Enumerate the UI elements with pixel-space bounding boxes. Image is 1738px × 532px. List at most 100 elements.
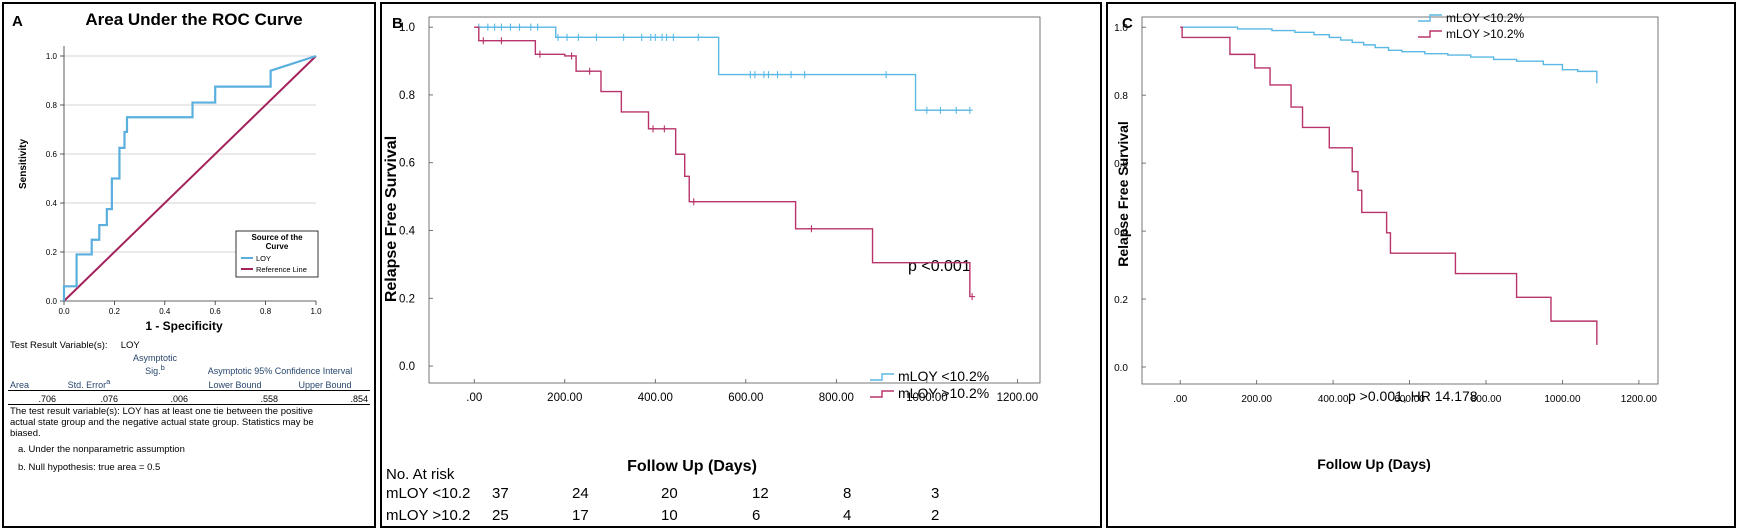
y-tick-label: 0.2 — [46, 248, 58, 257]
censor-mark — [801, 71, 808, 79]
x-axis-label-c: Follow Up (Days) — [1317, 456, 1431, 472]
value-lower-bound: .558 — [260, 393, 278, 404]
x-tick-label: 0.6 — [210, 307, 222, 316]
value-area: .706 — [38, 393, 56, 404]
y-tick-label: 0.6 — [399, 158, 415, 170]
panel-c: C Relapse Free Survival Follow Up (Days)… — [1106, 2, 1736, 528]
col-upper-bound: Upper Bound — [298, 379, 352, 390]
km-chart-c: C Relapse Free Survival Follow Up (Days)… — [1114, 11, 1659, 472]
col-lower-bound: Lower Bound — [208, 379, 262, 390]
km-b-curve-low — [474, 26, 970, 111]
y-tick-label: 0.8 — [1114, 91, 1128, 102]
x-tick-label: 0.0 — [58, 307, 70, 316]
censor-mark — [652, 33, 659, 41]
x-axis-label: 1 - Specificity — [145, 319, 223, 333]
note-line-2: actual state group and the negative actu… — [10, 417, 314, 428]
km-b-curve-high — [474, 26, 971, 297]
x-tick-label: 1200.00 — [997, 392, 1039, 404]
censor-mark — [507, 23, 514, 31]
censor-mark — [575, 33, 582, 41]
censor-mark — [923, 106, 930, 114]
panel-b: B Relapse Free Survival Follow Up (Days)… — [380, 2, 1102, 528]
x-tick-label: .00 — [1173, 394, 1187, 405]
censor-mark — [788, 71, 795, 79]
censor-mark — [670, 33, 677, 41]
test-result-line: Test Result Variable(s): LOY — [10, 340, 140, 351]
legend-b: mLOY <10.2% mLOY >10.2% — [870, 368, 989, 401]
reference-line — [63, 55, 317, 302]
y-axis-label: Sensitivity — [18, 139, 29, 189]
censor-mark — [808, 225, 815, 233]
censor-mark — [554, 33, 561, 41]
x-tick-label: 0.2 — [109, 307, 121, 316]
censor-mark — [536, 50, 543, 58]
censor-mark — [969, 293, 976, 301]
note-line-1: The test result variable(s): LOY has at … — [10, 406, 313, 417]
y-tick-label: 0.8 — [46, 101, 58, 110]
legend-item-low-b: mLOY <10.2% — [898, 368, 989, 384]
x-tick-label: 600.00 — [728, 392, 763, 404]
header-asymptotic-sig: Asymptotic Sig.b — [132, 353, 177, 376]
censor-mark — [564, 33, 571, 41]
plot-area-c: 0.0 0.2 0.4 0.6 0.8 1.0 .00 200.00 400.00 600.00 8… — [1114, 16, 1659, 405]
censor-mark — [593, 33, 600, 41]
y-tick-label: 0.0 — [46, 297, 58, 306]
y-tick-label: 0.2 — [399, 293, 415, 305]
legend-title-1: Source of the — [251, 233, 303, 242]
censor-mark — [953, 106, 960, 114]
y-tick-label: 0.0 — [399, 361, 415, 373]
legend-item-loy: LOY — [256, 254, 271, 263]
censor-mark — [690, 198, 697, 206]
x-tick-label: 0.4 — [159, 307, 171, 316]
censor-mark — [663, 33, 670, 41]
panel-a: A Area Under the ROC Curve Sensitivity 1… — [2, 2, 376, 528]
censor-mark — [534, 23, 541, 31]
roc-curve-loy — [62, 54, 317, 301]
censor-mark — [937, 106, 944, 114]
x-tick-label: 800.00 — [1471, 394, 1502, 405]
x-tick-label: 0.8 — [260, 307, 272, 316]
x-tick-label: 200.00 — [547, 392, 582, 404]
censor-mark — [774, 71, 781, 79]
legend-item-reference: Reference Line — [256, 265, 307, 274]
y-tick-label: 0.4 — [46, 199, 58, 208]
y-tick-label: 1.0 — [399, 22, 415, 34]
legend-swatch-high-b — [870, 390, 894, 398]
panel-label-a: A — [12, 13, 23, 30]
value-upper-bound: .854 — [350, 393, 368, 404]
x-tick-label: 1.0 — [310, 307, 322, 316]
value-std-error: .076 — [100, 393, 118, 404]
legend-swatch-high-c — [1418, 30, 1442, 38]
x-tick-label: 1200.00 — [1621, 394, 1658, 405]
censor-mark — [498, 23, 505, 31]
y-tick-label: 0.4 — [1114, 227, 1128, 238]
y-tick-label: 0.4 — [399, 226, 416, 238]
censor-mark — [765, 71, 772, 79]
x-tick-label: 800.00 — [819, 392, 854, 404]
plot-area-b: 0.0 0.2 0.4 0.6 0.8 1.0 .00 200.00 400.00 600.00 8… — [399, 16, 1041, 404]
footnote-a: a. Under the nonparametric assumption — [18, 444, 185, 455]
legend-swatch-low-b — [870, 373, 894, 381]
col-area: Area — [10, 379, 30, 390]
y-tick-label: 0.0 — [1114, 363, 1128, 374]
legend-item-high-b: mLOY >10.2% — [898, 385, 989, 401]
censor-mark — [661, 125, 668, 133]
censor-mark — [650, 125, 657, 133]
censor-mark — [586, 67, 593, 75]
censor-mark — [480, 37, 487, 45]
censor-mark — [695, 33, 702, 41]
y-tick-label: 1.0 — [46, 52, 58, 61]
x-tick-label: 1000.00 — [1544, 394, 1581, 405]
censor-mark — [568, 52, 575, 60]
chart-title: Area Under the ROC Curve — [85, 10, 302, 29]
legend-title-2: Curve — [266, 242, 289, 251]
y-axis-label-c: Relapse Free Survival — [1115, 121, 1131, 267]
censor-mark — [498, 37, 505, 45]
x-tick-label: 600.00 — [1394, 394, 1425, 405]
plot-frame — [1141, 16, 1659, 385]
y-tick-label: 0.2 — [1114, 295, 1128, 306]
p-value-b: p <0.001 — [908, 258, 971, 275]
x-tick-label: 200.00 — [1241, 394, 1272, 405]
y-tick-label: 0.8 — [399, 90, 415, 102]
legend-item-high-c: mLOY >10.2% — [1446, 27, 1524, 41]
